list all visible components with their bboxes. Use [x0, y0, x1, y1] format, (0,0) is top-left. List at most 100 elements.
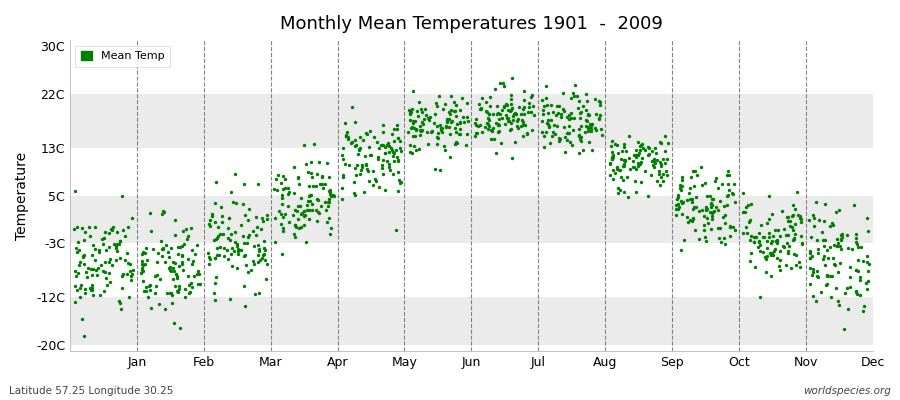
Mean Temp	[634, 179, 649, 186]
Mean Temp	[153, 238, 167, 244]
Mean Temp	[670, 201, 685, 208]
Mean Temp	[152, 300, 166, 307]
Mean Temp	[580, 124, 595, 131]
Mean Temp	[677, 237, 691, 243]
Mean Temp	[853, 274, 868, 280]
Mean Temp	[783, 218, 797, 224]
Mean Temp	[580, 124, 595, 130]
Mean Temp	[699, 207, 714, 213]
Mean Temp	[405, 133, 419, 139]
Mean Temp	[482, 111, 496, 117]
Mean Temp	[633, 161, 647, 168]
Mean Temp	[391, 188, 405, 194]
Mean Temp	[364, 152, 378, 158]
Mean Temp	[802, 217, 816, 224]
Mean Temp	[294, 195, 309, 201]
Mean Temp	[654, 162, 669, 169]
Mean Temp	[192, 271, 206, 278]
Mean Temp	[830, 242, 844, 249]
Mean Temp	[507, 110, 521, 117]
Mean Temp	[110, 240, 124, 247]
Mean Temp	[499, 101, 513, 108]
Mean Temp	[699, 238, 714, 244]
Mean Temp	[447, 108, 462, 114]
Mean Temp	[292, 203, 307, 210]
Mean Temp	[483, 94, 498, 101]
Mean Temp	[322, 187, 337, 194]
Mean Temp	[483, 103, 498, 109]
Mean Temp	[820, 271, 834, 278]
Mean Temp	[378, 150, 392, 156]
Mean Temp	[472, 101, 486, 108]
Mean Temp	[688, 204, 703, 210]
Mean Temp	[142, 286, 157, 293]
Y-axis label: Temperature: Temperature	[15, 152, 29, 240]
Mean Temp	[739, 204, 753, 210]
Mean Temp	[780, 250, 795, 256]
Mean Temp	[485, 128, 500, 134]
Mean Temp	[740, 230, 754, 237]
Mean Temp	[77, 236, 92, 243]
Mean Temp	[784, 264, 798, 271]
Mean Temp	[459, 142, 473, 148]
Mean Temp	[818, 262, 832, 268]
Mean Temp	[482, 123, 496, 130]
Mean Temp	[479, 108, 493, 114]
Mean Temp	[110, 248, 124, 254]
Mean Temp	[188, 251, 202, 257]
Mean Temp	[518, 104, 532, 110]
Mean Temp	[100, 282, 114, 288]
Mean Temp	[233, 246, 248, 253]
Mean Temp	[555, 90, 570, 96]
Mean Temp	[779, 214, 794, 220]
Mean Temp	[806, 253, 820, 259]
Mean Temp	[453, 118, 467, 125]
Mean Temp	[73, 294, 87, 300]
Mean Temp	[850, 257, 865, 264]
Mean Temp	[322, 215, 337, 221]
Mean Temp	[213, 204, 228, 210]
Mean Temp	[454, 95, 469, 102]
Mean Temp	[508, 110, 522, 116]
Mean Temp	[387, 158, 401, 165]
Mean Temp	[415, 109, 429, 115]
Mean Temp	[161, 249, 176, 255]
Mean Temp	[440, 117, 454, 123]
Mean Temp	[843, 274, 858, 280]
Mean Temp	[326, 192, 340, 198]
Mean Temp	[721, 192, 735, 198]
Mean Temp	[202, 261, 216, 267]
Mean Temp	[516, 133, 530, 140]
Mean Temp	[674, 198, 688, 204]
Mean Temp	[220, 256, 235, 262]
Mean Temp	[288, 222, 302, 228]
Mean Temp	[287, 190, 302, 196]
Mean Temp	[159, 289, 174, 296]
Mean Temp	[574, 123, 589, 130]
Mean Temp	[181, 273, 195, 279]
Mean Temp	[482, 117, 496, 124]
Mean Temp	[384, 147, 399, 154]
Mean Temp	[861, 260, 876, 267]
Mean Temp	[389, 226, 403, 233]
Mean Temp	[536, 128, 550, 135]
Mean Temp	[718, 241, 733, 247]
Mean Temp	[429, 100, 444, 106]
Mean Temp	[764, 273, 778, 279]
Mean Temp	[743, 201, 758, 207]
Mean Temp	[414, 119, 428, 125]
Mean Temp	[841, 244, 855, 251]
Mean Temp	[432, 121, 446, 128]
Mean Temp	[139, 284, 153, 290]
Mean Temp	[526, 103, 540, 110]
Mean Temp	[589, 127, 603, 134]
Mean Temp	[70, 270, 85, 276]
Mean Temp	[141, 283, 156, 290]
Mean Temp	[471, 123, 485, 129]
Mean Temp	[537, 102, 552, 109]
Mean Temp	[488, 86, 502, 92]
Mean Temp	[672, 185, 687, 192]
Mean Temp	[490, 111, 504, 118]
Mean Temp	[481, 126, 495, 132]
Mean Temp	[849, 288, 863, 294]
